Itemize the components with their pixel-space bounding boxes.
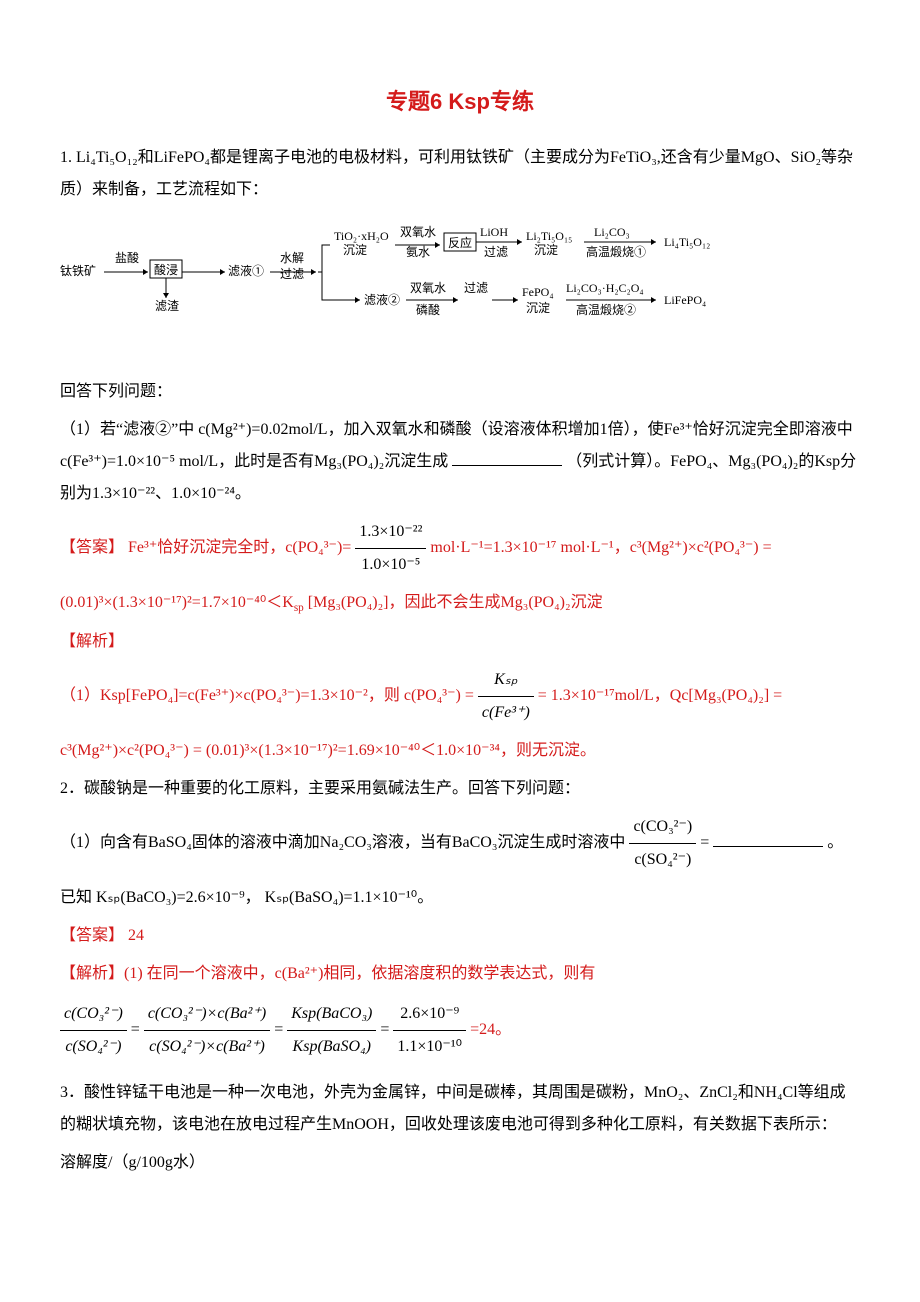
problem-3-table-header: 溶解度/（g/100g水） — [60, 1147, 860, 1179]
p6-b: = — [700, 834, 709, 851]
answer-1: 【答案】 Fe³⁺恰好沉淀完全时，c(PO₄³⁻)= 1.3×10⁻²² 1.0… — [60, 516, 860, 581]
svg-text:反应: 反应 — [448, 235, 472, 250]
jx1-a: （1）Ksp[FePO₄]=c(Fe³⁺)×c(PO₄³⁻)=1.3×10⁻²，… — [60, 687, 478, 704]
explain-1-cont: c³(Mg²⁺)×c²(PO₄³⁻) = (0.01)³×(1.3×10⁻¹⁷)… — [60, 735, 860, 767]
frac-den: 1.1×10⁻¹⁰ — [393, 1030, 466, 1063]
svg-text:磷酸: 磷酸 — [416, 302, 440, 317]
jx1-fraction: Kₛₚ c(Fe³⁺) — [478, 664, 534, 729]
svg-text:氨水: 氨水 — [406, 245, 430, 259]
svg-text:Li₂CO₃·H₂C₂O₄: Li₂CO₃·H₂C₂O₄ — [566, 281, 644, 295]
svg-text:盐酸: 盐酸 — [115, 250, 139, 265]
svg-text:沉淀: 沉淀 — [534, 243, 558, 257]
jx1-b: = 1.3×10⁻¹⁷mol/L，Qc[Mg₃(PO₄)₂] = — [538, 687, 782, 704]
frac-num: c(CO₃²⁻)×c(Ba²⁺) — [144, 998, 270, 1030]
frac-den: c(Fe³⁺) — [478, 696, 534, 729]
svg-text:过滤: 过滤 — [464, 281, 488, 295]
answer-prompt: 回答下列问题： — [60, 376, 860, 408]
svg-text:Li₂CO₃: Li₂CO₃ — [594, 225, 630, 239]
frac-den: c(SO₄²⁻) — [60, 1030, 127, 1063]
equals: = — [131, 1014, 140, 1046]
svg-text:滤液①: 滤液① — [228, 263, 264, 278]
jx2-f2: c(CO₃²⁻)×c(Ba²⁺) c(SO₄²⁻)×c(Ba²⁺) — [144, 998, 270, 1063]
frac-den: c(SO₄²⁻)×c(Ba²⁺) — [144, 1030, 270, 1063]
svg-text:高温煅烧①: 高温煅烧① — [586, 244, 646, 259]
frac-den: c(SO₄²⁻) — [629, 843, 696, 876]
jx2-f3: Ksp(BaCO₃) Ksp(BaSO₄) — [287, 998, 376, 1063]
answer-blank-2 — [713, 830, 823, 847]
svg-text:过滤: 过滤 — [484, 245, 508, 259]
frac-num: Ksp(BaCO₃) — [287, 998, 376, 1030]
jx2-tail: =24。 — [470, 1014, 511, 1046]
explain-label: 【解析】 — [60, 626, 860, 658]
svg-text:LiFePO₄: LiFePO₄ — [664, 293, 706, 307]
jx2-f1: c(CO₃²⁻) c(SO₄²⁻) — [60, 998, 127, 1063]
p6-fraction: c(CO₃²⁻) c(SO₄²⁻) — [629, 811, 696, 876]
equals: = — [274, 1014, 283, 1046]
equals: = — [380, 1014, 389, 1046]
explain-1: （1）Ksp[FePO₄]=c(Fe³⁺)×c(PO₄³⁻)=1.3×10⁻²，… — [60, 664, 860, 729]
frac-num: c(CO₃²⁻) — [629, 811, 696, 843]
p6-c: 。 — [827, 834, 843, 851]
problem-1-flowchart: 钛铁矿 盐酸 酸浸 滤渣 滤液① 水解 过滤 TiO₂·xH₂O沉淀 双氧水氨水… — [60, 220, 860, 362]
frac-num: 1.3×10⁻²² — [355, 516, 426, 548]
answer-blank-1 — [452, 449, 562, 466]
frac-num: 2.6×10⁻⁹ — [393, 998, 466, 1030]
svg-text:双氧水: 双氧水 — [400, 225, 436, 239]
svg-text:FePO₄: FePO₄ — [522, 285, 554, 299]
problem-2-q1: （1）向含有BaSO₄固体的溶液中滴加Na₂CO₃溶液，当有BaCO₃沉淀生成时… — [60, 811, 860, 876]
frac-den: Ksp(BaSO₄) — [287, 1030, 376, 1063]
answer-2: 【答案】 24 — [60, 920, 860, 952]
sp-sub: sp — [294, 602, 304, 614]
answer-label: 【答案】 — [60, 539, 128, 556]
explain-2: 【解析】(1) 在同一个溶液中，c(Ba²⁺)相同，依据溶度积的数学表达式，则有 — [60, 958, 860, 990]
explain-2-equation: c(CO₃²⁻) c(SO₄²⁻) = c(CO₃²⁻)×c(Ba²⁺) c(S… — [60, 998, 860, 1063]
frac-den: 1.0×10⁻⁵ — [355, 548, 426, 581]
jx2-f4: 2.6×10⁻⁹ 1.1×10⁻¹⁰ — [393, 998, 466, 1063]
ans1-c2: [Mg₃(PO₄)₂]，因此不会生成Mg₃(PO₄)₂沉淀 — [308, 594, 603, 611]
svg-text:双氧水: 双氧水 — [410, 281, 446, 295]
problem-1-stem: 1. Li₄Ti₅O₁₂和LiFePO₄都是锂离子电池的电极材料，可利用钛铁矿（… — [60, 142, 860, 206]
svg-text:滤渣: 滤渣 — [155, 299, 179, 313]
problem-2-stem: 2．碳酸钠是一种重要的化工原料，主要采用氨碱法生产。回答下列问题： — [60, 773, 860, 805]
frac-num: c(CO₃²⁻) — [60, 998, 127, 1030]
svg-text:Li₂Ti₅O₁₅: Li₂Ti₅O₁₅ — [526, 229, 572, 243]
svg-text:TiO₂·xH₂O: TiO₂·xH₂O — [334, 229, 389, 243]
answer-1-cont: (0.01)³×(1.3×10⁻¹⁷)²=1.7×10⁻⁴⁰＜Ksp [Mg₃(… — [60, 587, 860, 620]
ans1-b: mol·L⁻¹=1.3×10⁻¹⁷ mol·L⁻¹，c³(Mg²⁺)×c²(PO… — [430, 539, 771, 556]
svg-text:Li₄Ti₅O₁₂: Li₄Ti₅O₁₂ — [664, 235, 710, 249]
problem-3-stem: 3．酸性锌锰干电池是一种一次电池，外壳为金属锌，中间是碳棒，其周围是碳粉，MnO… — [60, 1077, 860, 1141]
frac-num: Kₛₚ — [478, 664, 534, 696]
svg-text:LiOH: LiOH — [480, 225, 508, 239]
problem-1-q1: （1）若“滤液②”中 c(Mg²⁺)=0.02mol/L，加入双氧水和磷酸（设溶… — [60, 414, 860, 510]
svg-text:水解: 水解 — [280, 251, 304, 265]
svg-text:沉淀: 沉淀 — [343, 243, 367, 257]
ans1-c: (0.01)³×(1.3×10⁻¹⁷)²=1.7×10⁻⁴⁰＜K — [60, 594, 294, 611]
svg-text:酸浸: 酸浸 — [154, 262, 178, 277]
ans1-a: Fe³⁺恰好沉淀完全时，c(PO₄³⁻)= — [128, 539, 351, 556]
svg-text:钛铁矿: 钛铁矿 — [60, 263, 96, 278]
p6-a: （1）向含有BaSO₄固体的溶液中滴加Na₂CO₃溶液，当有BaCO₃沉淀生成时… — [60, 834, 629, 851]
svg-text:高温煅烧②: 高温煅烧② — [576, 302, 636, 317]
svg-text:沉淀: 沉淀 — [526, 301, 550, 315]
ans1-fraction: 1.3×10⁻²² 1.0×10⁻⁵ — [355, 516, 426, 581]
svg-text:过滤: 过滤 — [280, 267, 304, 281]
page-title: 专题6 Ksp专练 — [60, 80, 860, 124]
svg-text:滤液②: 滤液② — [364, 292, 400, 307]
problem-2-known: 已知 Kₛₚ(BaCO₃)=2.6×10⁻⁹， Kₛₚ(BaSO₄)=1.1×1… — [60, 882, 860, 914]
